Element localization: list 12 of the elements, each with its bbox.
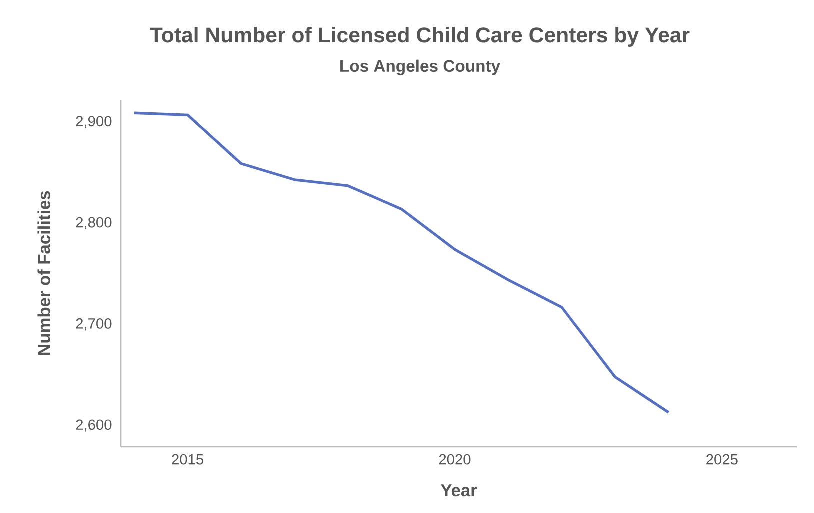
y-tick-label: 2,700 — [76, 318, 112, 331]
x-axis-title: Year — [440, 484, 478, 497]
y-tick-label: 2,600 — [76, 420, 112, 432]
chart-title: Total Number of Licensed Child Care Centers by Year — [150, 27, 690, 47]
chart-subtitle: Los Angeles County — [340, 60, 500, 76]
x-tick-label: 2020 — [439, 454, 471, 465]
y-tick-label: 2,800 — [76, 217, 112, 230]
x-tick-label: 2025 — [706, 454, 738, 465]
x-tick-label: 2015 — [172, 454, 204, 465]
line-series — [133, 112, 670, 414]
y-axis-title: Number of Facilities — [38, 191, 50, 356]
y-tick-label: 2,900 — [76, 116, 112, 128]
